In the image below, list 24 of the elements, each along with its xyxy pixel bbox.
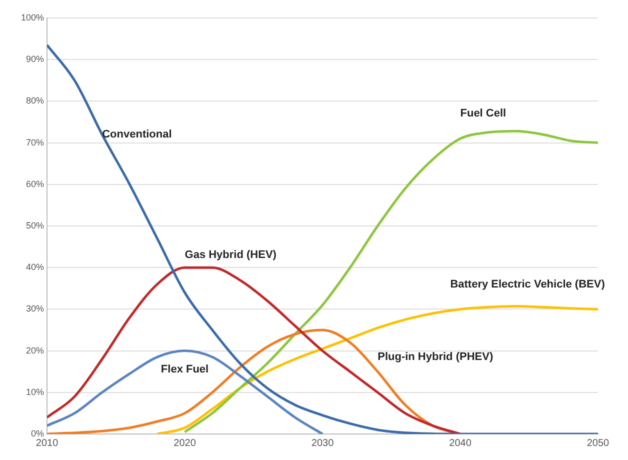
x-tick-label: 2030 (311, 438, 334, 449)
x-tick-label: 2050 (586, 438, 610, 449)
series-label: Gas Hybrid (HEV) (184, 249, 277, 262)
y-tick-label: 70% (26, 137, 44, 148)
x-tick-label: 2020 (174, 438, 196, 449)
series-label: Plug-in Hybrid (PHEV) (378, 351, 494, 364)
series-label: Conventional (102, 128, 172, 141)
line-series (156, 305, 598, 434)
series-label: Fuel Cell (460, 108, 506, 120)
y-tick-label: 0% (31, 428, 44, 438)
series-label: Flex Fuel (160, 364, 209, 376)
y-tick-label: 50% (26, 220, 44, 230)
y-tick-label: 20% (26, 345, 44, 356)
y-tick-label: 80% (26, 96, 44, 106)
y-tick-label: 100% (20, 12, 44, 22)
x-tick-label: 2040 (449, 438, 472, 449)
y-tick-label: 60% (26, 178, 44, 189)
y-tick-label: 30% (26, 304, 44, 314)
line-series (47, 350, 324, 434)
x-tick-label: 2010 (36, 438, 59, 449)
y-tick-label: 90% (26, 54, 44, 64)
y-tick-label: 40% (26, 262, 44, 272)
y-tick-label: 10% (26, 386, 44, 397)
series-label: Battery Electric Vehicle (BEV) (450, 278, 606, 290)
